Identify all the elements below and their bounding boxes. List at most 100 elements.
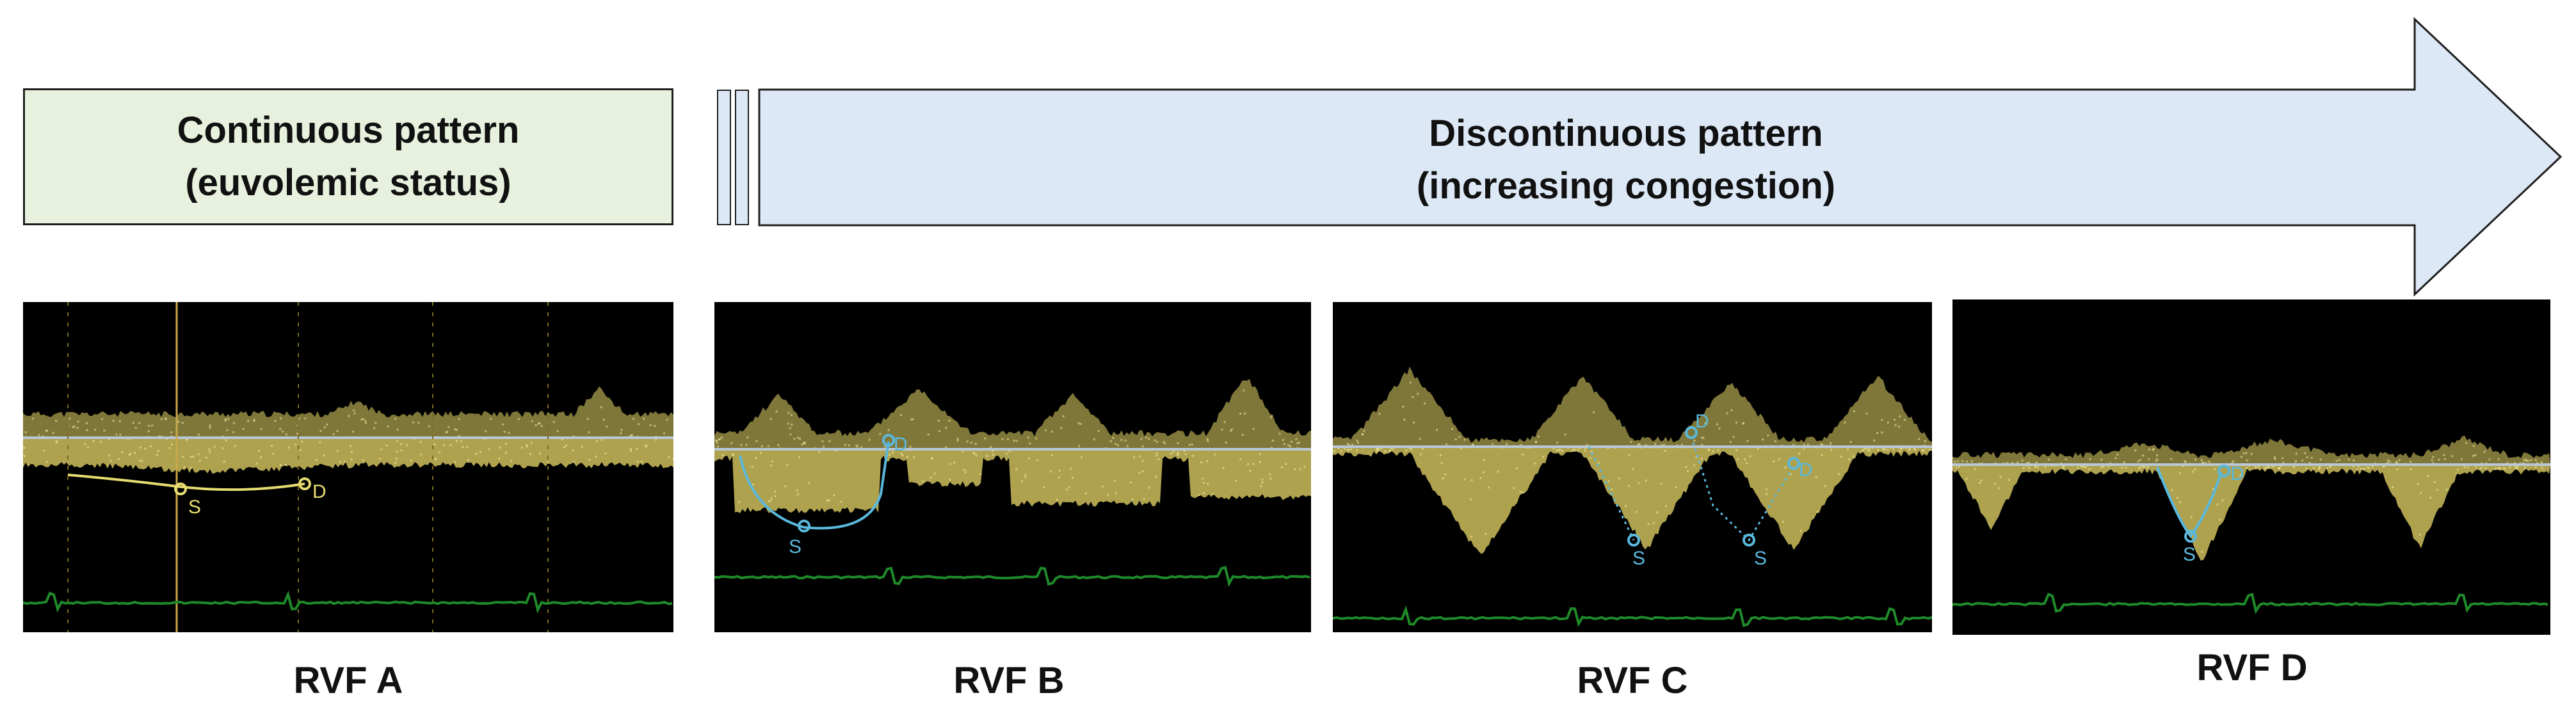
speckle [1298,442,1300,444]
speckle [38,434,40,436]
speckle [2116,453,2119,456]
speckle [573,461,576,463]
speckle [1564,433,1566,436]
speckle [799,438,801,440]
speckle [1867,447,1870,450]
speckle [502,423,504,426]
speckle [2391,486,2394,488]
speckle [751,465,753,468]
speckle [561,438,563,441]
speckle [1241,433,1244,436]
speckle [1830,449,1833,451]
speckle [446,431,449,433]
speckle [99,440,102,443]
speckle [1522,491,1524,494]
speckle [1730,409,1733,411]
speckle [2081,465,2084,468]
speckle [645,445,647,448]
speckle [539,452,542,455]
speckle [771,460,774,463]
speckle [761,445,763,447]
speckle [208,448,211,451]
speckle [1749,455,1751,458]
speckle [1066,488,1068,491]
speckle [531,420,533,422]
speckle [454,461,456,463]
speckle [790,413,793,416]
speckle [253,420,255,422]
speckle [284,463,287,466]
speckle [1664,449,1666,452]
speckle [45,429,47,432]
speckle [1280,466,1283,468]
speckle [1470,498,1472,500]
speckle [417,422,420,424]
caption-rvf-b: RVF B [953,660,1065,701]
speckle [412,421,414,424]
speckle [274,420,277,422]
speckle [2524,467,2526,469]
speckle [1378,448,1380,451]
speckle [1707,448,1710,451]
speckle [1202,477,1204,480]
speckle [2366,467,2369,469]
speckle [1270,416,1273,419]
speckle [43,449,45,452]
speckle [2148,448,2150,451]
speckle [1285,463,1287,465]
ecg-trace [1952,593,2548,614]
ecg-trace [714,566,1310,587]
speckle [956,439,959,442]
marker-d-point-1 [1685,426,1698,439]
speckle [581,445,583,448]
speckle [24,431,27,433]
speckle [2155,454,2158,457]
speckle [1505,443,1508,445]
speckle [1139,455,1141,458]
speckle [1820,443,1823,445]
speckle [445,431,447,434]
speckle [1145,436,1147,439]
speckle [255,462,258,465]
speckle [139,446,141,449]
speckle [458,435,460,437]
speckle [1348,443,1351,446]
speckle [23,447,26,449]
speckle [1584,447,1587,450]
speckle [121,451,124,454]
speckle [1058,469,1061,472]
speckle [2310,456,2313,459]
speckle [2540,461,2543,463]
speckle [479,451,482,454]
speckle [1849,440,1852,443]
speckle [620,429,623,431]
speckle [1101,485,1104,488]
speckle [1176,454,1179,456]
speckle [1729,441,1732,443]
speckle [86,422,88,424]
speckle [588,431,590,434]
speckle [1244,412,1246,415]
speckle [2467,467,2469,469]
speckle [2536,461,2539,464]
speckle [186,438,188,441]
speckle [1376,447,1379,450]
speckle [2488,458,2491,461]
speckle [350,451,353,453]
speckle [901,454,904,457]
speckle [133,452,136,454]
speckle [2417,483,2419,485]
speckle [770,497,773,500]
speckle [2514,461,2516,464]
speckle [2431,459,2433,461]
speckle [2264,467,2266,470]
speckle [1259,453,1261,456]
speckle [280,464,282,467]
speckle [1357,442,1360,444]
speckle [666,419,668,421]
speckle [984,437,986,440]
speckle [1460,447,1462,450]
speckle [1675,486,1677,488]
